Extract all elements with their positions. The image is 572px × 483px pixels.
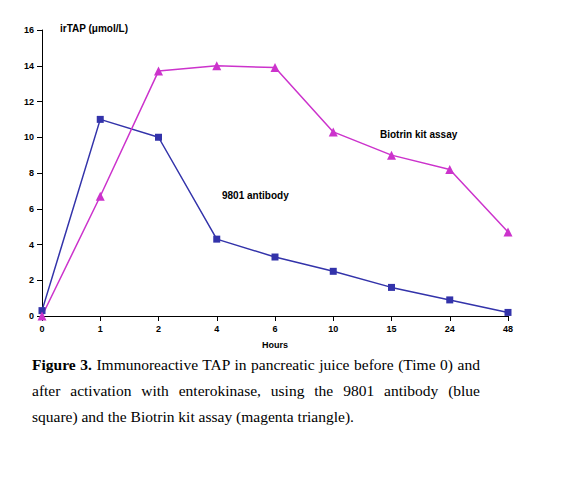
svg-text:4: 4 xyxy=(29,240,34,250)
svg-text:6: 6 xyxy=(29,204,34,214)
svg-text:6: 6 xyxy=(272,324,277,334)
svg-text:8: 8 xyxy=(29,168,34,178)
svg-text:Hours: Hours xyxy=(262,340,288,350)
svg-text:12: 12 xyxy=(24,97,34,107)
svg-text:14: 14 xyxy=(24,61,34,71)
svg-text:9801 antibody: 9801 antibody xyxy=(222,190,289,201)
svg-text:10: 10 xyxy=(24,132,34,142)
svg-text:1: 1 xyxy=(98,324,103,334)
svg-text:0: 0 xyxy=(39,324,44,334)
svg-text:48: 48 xyxy=(503,324,513,334)
svg-text:2: 2 xyxy=(156,324,161,334)
svg-text:0: 0 xyxy=(29,311,34,321)
svg-text:2: 2 xyxy=(29,275,34,285)
svg-text:16: 16 xyxy=(24,25,34,35)
svg-text:15: 15 xyxy=(386,324,396,334)
svg-text:24: 24 xyxy=(445,324,455,334)
svg-text:4: 4 xyxy=(214,324,219,334)
svg-text:Biotrin kit assay: Biotrin kit assay xyxy=(380,129,458,140)
svg-text:irTAP (μmol/L): irTAP (μmol/L) xyxy=(60,23,128,34)
svg-text:10: 10 xyxy=(328,324,338,334)
html-text:Figure 3. Immunoreactive TAP i: Figure 3. Immunoreactive TAP in pancreat… xyxy=(32,356,480,425)
